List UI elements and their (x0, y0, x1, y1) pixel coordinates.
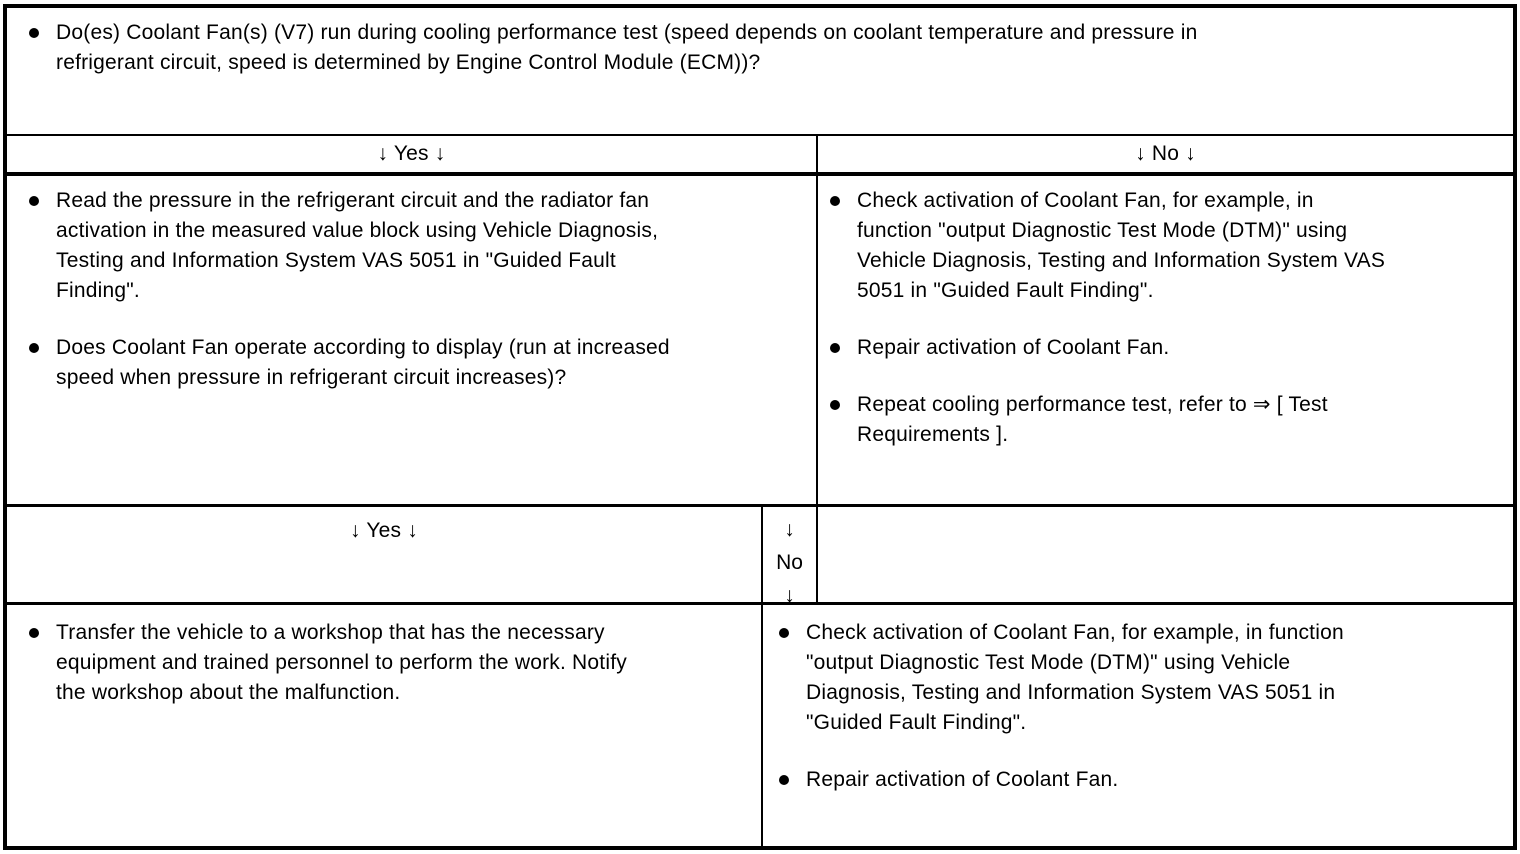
column-divider (816, 176, 818, 504)
bullet-icon (29, 28, 39, 38)
action-text: Does Coolant Fan operate according to di… (56, 336, 670, 389)
action-text: Transfer the vehicle to a workshop that … (56, 621, 627, 704)
action-text: Read the pressure in the refrigerant cir… (56, 189, 659, 302)
row-divider (7, 134, 1513, 136)
branch2-yes-header-cell: ↓ Yes ↓ (350, 519, 418, 542)
list-item: Check activation of Coolant Fan, for exa… (779, 618, 1499, 738)
action-text: Check activation of Coolant Fan, for exa… (857, 189, 1386, 302)
down-arrow-icon: ↓ (784, 518, 795, 541)
row-divider (7, 602, 1513, 605)
bullet-icon (29, 628, 39, 638)
branch2-no-actions-cell: Check activation of Coolant Fan, for exa… (763, 605, 1513, 846)
action-text: Repair activation of Coolant Fan. (806, 768, 1119, 791)
question-cell: Do(es) Coolant Fan(s) (V7) run during co… (7, 8, 1513, 134)
list-item: Check activation of Coolant Fan, for exa… (830, 186, 1499, 306)
branch1-no-header-cell: ↓ No ↓ (1135, 142, 1196, 165)
bullet-icon (830, 196, 840, 206)
branch2-no-header-cell: ↓ No ↓ (763, 507, 816, 602)
branch2-yes-actions-cell: Transfer the vehicle to a workshop that … (7, 605, 761, 846)
branch1-body-row: Read the pressure in the refrigerant cir… (7, 176, 1513, 504)
branch2-header-empty-cell (818, 507, 1513, 602)
question-row: Do(es) Coolant Fan(s) (V7) run during co… (7, 8, 1513, 134)
list-item: Do(es) Coolant Fan(s) (V7) run during co… (29, 18, 1489, 78)
bullet-icon (830, 343, 840, 353)
row-divider (7, 172, 1513, 176)
list-item: Read the pressure in the refrigerant cir… (29, 186, 796, 306)
list-item: Transfer the vehicle to a workshop that … (29, 618, 741, 708)
down-arrow-icon: ↓ (784, 584, 795, 602)
no-label: No (776, 551, 803, 574)
column-divider (761, 507, 763, 602)
branch1-no-actions-cell: Check activation of Coolant Fan, for exa… (818, 176, 1513, 504)
branch1-header-row: ↓ Yes ↓ ↓ No ↓ (7, 136, 1513, 172)
branch2-body-row: Transfer the vehicle to a workshop that … (7, 605, 1513, 846)
diagnostic-table: Do(es) Coolant Fan(s) (V7) run during co… (3, 4, 1517, 850)
column-divider (816, 136, 818, 172)
question-text: Do(es) Coolant Fan(s) (V7) run during co… (56, 21, 1198, 74)
bullet-icon (779, 628, 789, 638)
branch1-yes-actions-cell: Read the pressure in the refrigerant cir… (7, 176, 816, 504)
action-text: Repair activation of Coolant Fan. (857, 336, 1170, 359)
list-item: Repair activation of Coolant Fan. (830, 333, 1499, 363)
list-item: Does Coolant Fan operate according to di… (29, 333, 796, 393)
list-item: Repair activation of Coolant Fan. (779, 765, 1499, 795)
list-item: Repeat cooling performance test, refer t… (830, 390, 1499, 450)
action-text: Repeat cooling performance test, refer t… (857, 393, 1328, 446)
branch2-header-row: ↓ Yes ↓ ↓ No ↓ (7, 507, 1513, 602)
bullet-icon (779, 775, 789, 785)
action-text: Check activation of Coolant Fan, for exa… (806, 621, 1344, 734)
column-divider (761, 605, 763, 846)
bullet-icon (29, 343, 39, 353)
branch1-yes-header-cell: ↓ Yes ↓ (377, 142, 446, 165)
column-divider (816, 507, 818, 602)
row-divider (7, 504, 1513, 507)
bullet-icon (29, 196, 39, 206)
bullet-icon (830, 400, 840, 410)
